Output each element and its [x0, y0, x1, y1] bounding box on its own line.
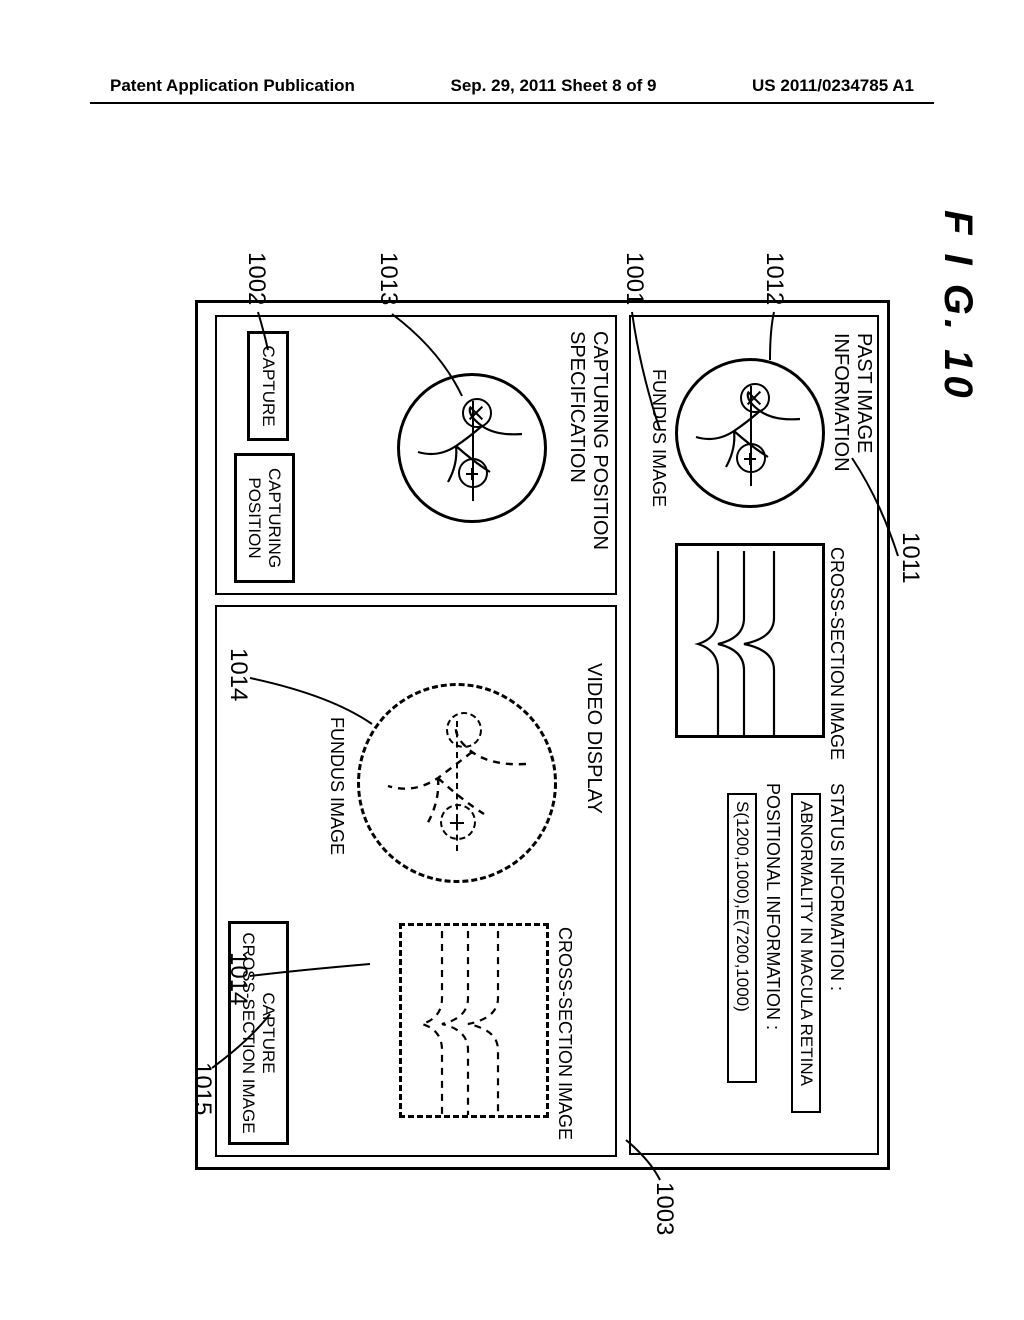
- fundus-image-2: [397, 373, 547, 523]
- outer-rect: PAST IMAGE INFORMATION FUNDUS IMAGE CROS…: [195, 300, 890, 1170]
- ref-1001: 1001: [620, 252, 648, 305]
- cross-section-video: [399, 923, 549, 1118]
- ref-1011: 1011: [896, 532, 924, 584]
- video-display-label: VIDEO DISPLAY: [582, 663, 605, 814]
- capturing-position-button[interactable]: CAPTURING POSITION: [234, 453, 295, 583]
- ref-1013: 1013: [374, 252, 402, 305]
- capture-button[interactable]: CAPTURE: [247, 331, 289, 441]
- header-rule: [90, 102, 934, 104]
- fundus-label-video: FUNDUS IMAGE: [326, 717, 347, 855]
- figure-10: F I G. 10 PAST IMAGE INFORMATION FUNDUS …: [40, 270, 970, 1080]
- capturing-pos-label: CAPTURING POSITION SPECIFICATION: [565, 331, 611, 550]
- ref-1003: 1003: [650, 1182, 678, 1235]
- ref-1014b: 1014: [224, 952, 252, 1005]
- optic-disc-video: [446, 712, 482, 748]
- figure-title: F I G. 10: [935, 210, 980, 402]
- header-right: US 2011/0234785 A1: [752, 76, 914, 96]
- optic-disc-mark-2: [462, 398, 492, 428]
- ref-1002: 1002: [242, 252, 270, 305]
- ref-1015: 1015: [188, 1062, 216, 1115]
- scan-line-2: [472, 401, 474, 501]
- header-center: Sep. 29, 2011 Sheet 8 of 9: [450, 76, 656, 96]
- ref-1012: 1012: [760, 252, 788, 305]
- fundus-image-video: [357, 683, 557, 883]
- macula-mark-video: [440, 804, 476, 840]
- past-info-panel: [629, 315, 879, 1155]
- ref-1014a: 1014: [224, 648, 252, 701]
- cross-section-label-video: CROSS-SECTION IMAGE: [554, 927, 575, 1140]
- header-left: Patent Application Publication: [110, 76, 355, 96]
